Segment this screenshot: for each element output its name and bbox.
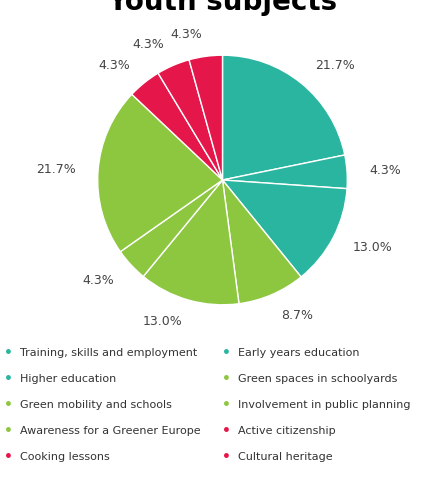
Text: 4.3%: 4.3% [133,38,164,51]
Wedge shape [222,180,301,304]
Text: 8.7%: 8.7% [281,309,313,322]
Wedge shape [143,180,239,305]
Text: 21.7%: 21.7% [316,60,356,72]
Text: •: • [222,398,231,412]
Text: •: • [4,450,13,464]
Text: 4.3%: 4.3% [171,27,202,41]
Text: Cultural heritage: Cultural heritage [238,452,333,462]
Text: 13.0%: 13.0% [142,315,182,328]
Text: Awareness for a Greener Europe: Awareness for a Greener Europe [20,426,201,436]
Text: •: • [4,372,13,386]
Wedge shape [189,55,222,180]
Text: Involvement in public planning: Involvement in public planning [238,400,411,410]
Text: Early years education: Early years education [238,348,360,358]
Text: 13.0%: 13.0% [353,241,393,254]
Wedge shape [120,180,222,276]
Text: Green mobility and schools: Green mobility and schools [20,400,172,410]
Text: Green spaces in schoolyards: Green spaces in schoolyards [238,374,397,384]
Text: 4.3%: 4.3% [98,59,130,72]
Wedge shape [158,60,222,180]
Text: •: • [4,346,13,360]
Text: •: • [4,398,13,412]
Text: •: • [222,450,231,464]
Wedge shape [98,94,222,252]
Text: Training, skills and employment: Training, skills and employment [20,348,197,358]
Text: •: • [4,424,13,438]
Text: •: • [222,346,231,360]
Text: Higher education: Higher education [20,374,116,384]
Wedge shape [222,55,345,180]
Wedge shape [132,73,222,180]
Text: Cooking lessons: Cooking lessons [20,452,110,462]
Text: •: • [222,424,231,438]
Text: •: • [222,372,231,386]
Title: Youth subjects: Youth subjects [107,0,338,16]
Text: 4.3%: 4.3% [83,274,114,287]
Text: 21.7%: 21.7% [36,163,76,176]
Text: 4.3%: 4.3% [369,164,401,177]
Text: Active citizenship: Active citizenship [238,426,336,436]
Wedge shape [222,180,347,277]
Wedge shape [222,155,347,189]
